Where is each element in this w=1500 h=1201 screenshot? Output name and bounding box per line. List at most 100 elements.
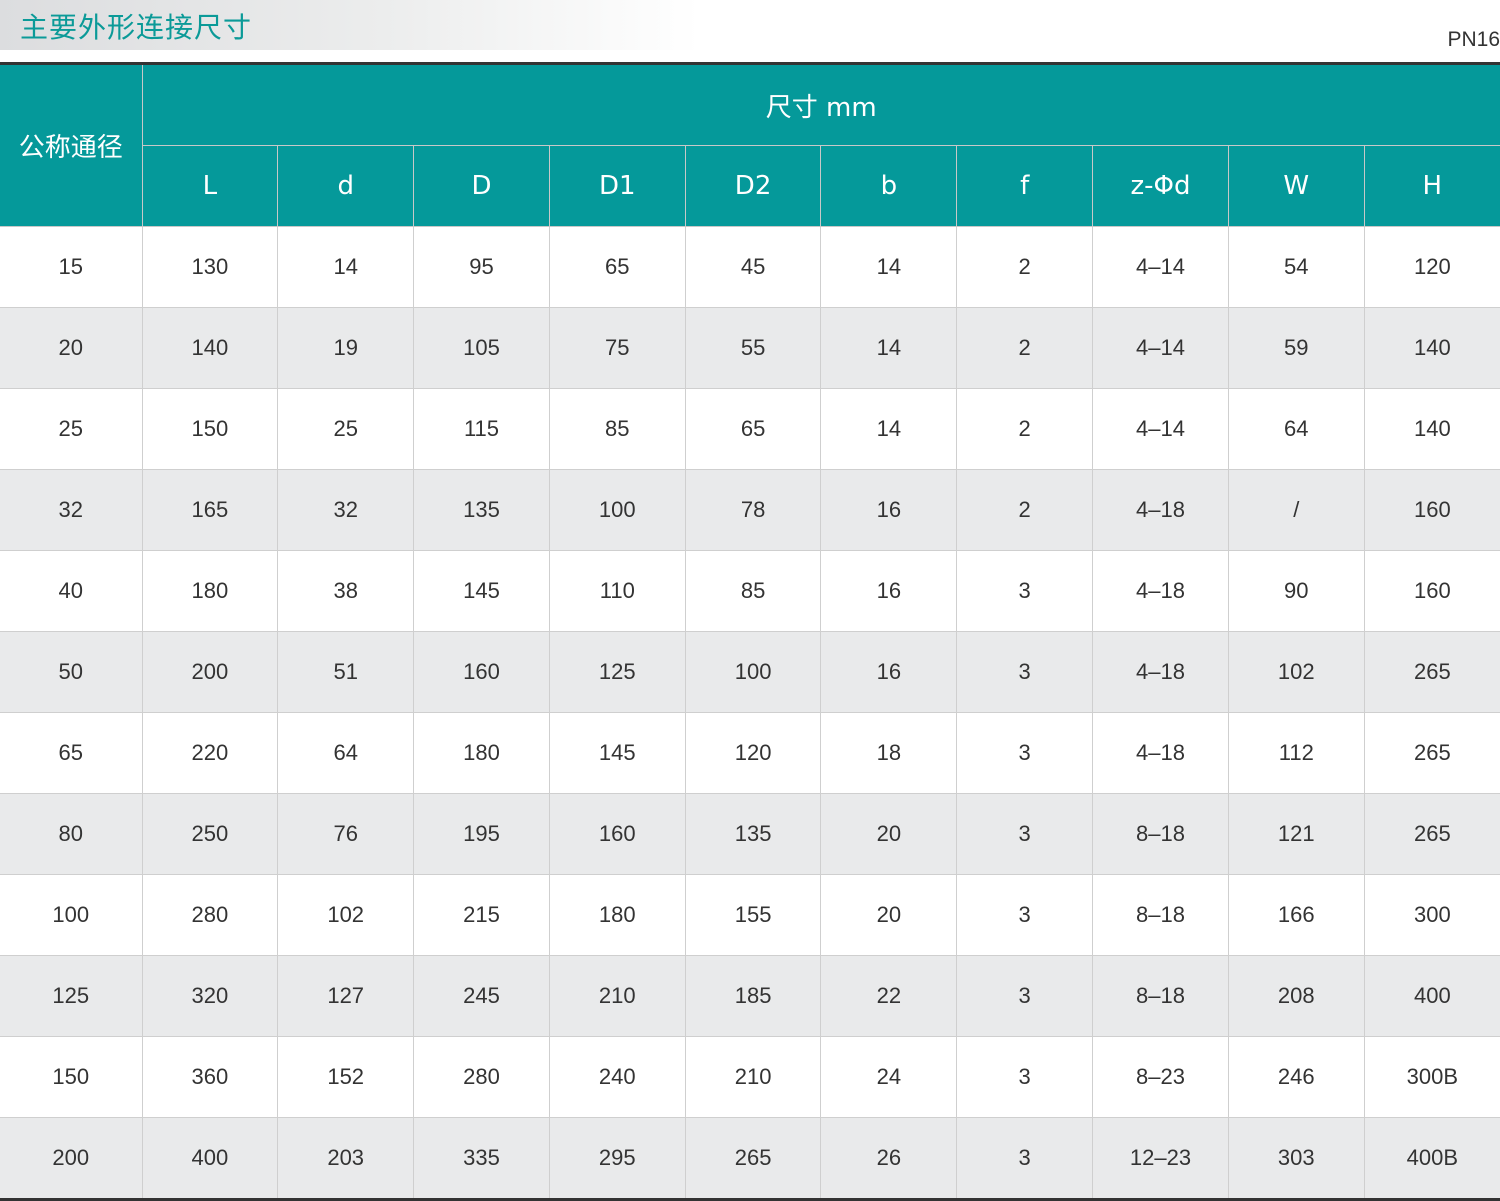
column-header: W [1227,145,1365,227]
table-cell: 4–18 [1092,631,1229,713]
table-cell: 210 [684,1036,822,1118]
table-cell: 135 [684,793,822,875]
table-cell: 22 [820,955,958,1037]
table-cell: 3 [956,631,1094,713]
table-cell: 38 [277,550,415,632]
table-cell: 400B [1363,1117,1500,1200]
table-cell: 150 [141,388,279,470]
column-header: d [277,145,415,227]
table-cell: 8–18 [1092,874,1229,956]
table-cell: 78 [684,469,822,551]
table-cell: 4–14 [1092,226,1229,308]
nominal-diameter-cell: 50 [0,631,143,713]
table-cell: 160 [413,631,550,713]
table-cell: 195 [413,793,550,875]
table-cell: 121 [1227,793,1365,875]
table-cell: 102 [1227,631,1365,713]
table-cell: 4–18 [1092,469,1229,551]
section-title: 主要外形连接尺寸 [20,11,253,44]
column-header: L [141,145,279,227]
table-cell: 160 [548,793,686,875]
nominal-diameter-cell: 32 [0,469,143,551]
table-cell: 152 [277,1036,415,1118]
table-cell: 4–18 [1092,712,1229,794]
table-cell: 45 [684,226,822,308]
table-cell: 85 [548,388,686,470]
table-cell: 2 [956,388,1094,470]
column-header: D2 [684,145,822,227]
table-cell: 200 [141,631,279,713]
table-cell: 3 [956,1036,1094,1118]
table-cell: 14 [277,226,415,308]
table-row: 40 180 38 145 110 85 16 3 4–18 90 160 [0,550,1500,632]
table-cell: 20 [820,874,958,956]
table-cell: 120 [684,712,822,794]
table-cell: 265 [684,1117,822,1200]
table-cell: 14 [820,226,958,308]
table-cell: 2 [956,469,1094,551]
table-cell: 54 [1227,226,1365,308]
table-cell: 155 [684,874,822,956]
column-header: b [820,145,958,227]
table-cell: 2 [956,307,1094,389]
nominal-diameter-cell: 150 [0,1036,143,1118]
table-cell: 4–18 [1092,550,1229,632]
table-cell: 110 [548,550,686,632]
title-bar: 主要外形连接尺寸 [0,0,700,50]
table-cell: 140 [1363,307,1500,389]
table-cell: 115 [413,388,550,470]
table-cell: 160 [1363,550,1500,632]
table-cell: 64 [1227,388,1365,470]
table-cell: 4–14 [1092,307,1229,389]
nominal-diameter-header: 公称通径 [0,63,143,227]
table-cell: 265 [1363,712,1500,794]
table-cell: 203 [277,1117,415,1200]
table-cell: 14 [820,388,958,470]
table-cell: 3 [956,550,1094,632]
table-cell: 210 [548,955,686,1037]
table-cell: 400 [141,1117,279,1200]
table-cell: 51 [277,631,415,713]
table-cell: 166 [1227,874,1365,956]
table-row: 200 400 203 335 295 265 26 3 12–23 303 400B [0,1117,1500,1200]
table-cell: 65 [548,226,686,308]
table-cell: 180 [141,550,279,632]
table-cell: 145 [548,712,686,794]
table-cell: 185 [684,955,822,1037]
table-cell: 120 [1363,226,1500,308]
column-header: z-Φd [1092,145,1229,227]
table-cell: 16 [820,550,958,632]
table-cell: 8–18 [1092,955,1229,1037]
table-cell: 140 [1363,388,1500,470]
table-cell: 4–14 [1092,388,1229,470]
column-header: H [1363,145,1500,227]
table-row: 20 140 19 105 75 55 14 2 4–14 59 140 [0,307,1500,389]
table-cell: 145 [413,550,550,632]
table-cell: 265 [1363,631,1500,713]
table-cell: 400 [1363,955,1500,1037]
table-cell: 26 [820,1117,958,1200]
nominal-diameter-cell: 25 [0,388,143,470]
table-cell: 240 [548,1036,686,1118]
table-cell: 3 [956,712,1094,794]
table-cell: 55 [684,307,822,389]
table-cell: 135 [413,469,550,551]
table-cell: 25 [277,388,415,470]
table-cell: 59 [1227,307,1365,389]
nominal-diameter-cell: 20 [0,307,143,389]
table-cell: 18 [820,712,958,794]
table-cell: 300B [1363,1036,1500,1118]
table-cell: 100 [548,469,686,551]
table-cell: 265 [1363,793,1500,875]
table-cell: 300 [1363,874,1500,956]
table-cell: 246 [1227,1036,1365,1118]
table-row: 100 280 102 215 180 155 20 3 8–18 166 300 [0,874,1500,956]
table-cell: 16 [820,469,958,551]
table-cell: 3 [956,874,1094,956]
table-cell: 65 [684,388,822,470]
table-cell: 127 [277,955,415,1037]
table-cell: 19 [277,307,415,389]
table-cell: 32 [277,469,415,551]
table-cell: 76 [277,793,415,875]
table-row: 65 220 64 180 145 120 18 3 4–18 112 265 [0,712,1500,794]
